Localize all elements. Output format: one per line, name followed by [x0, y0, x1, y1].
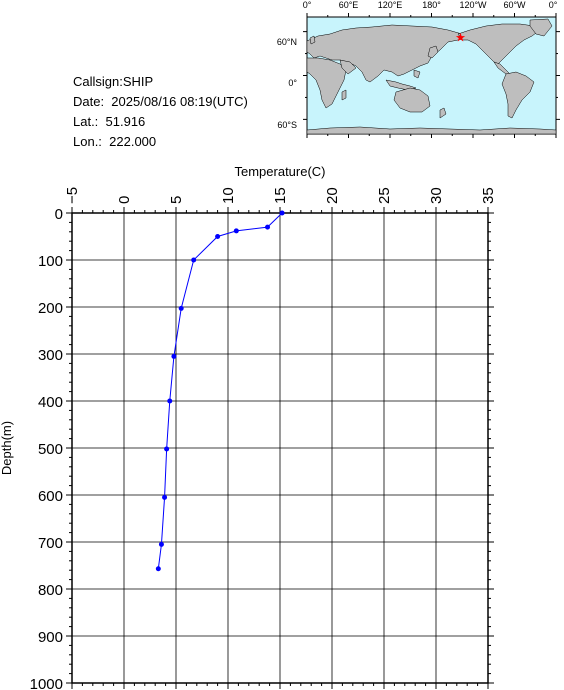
- landmass-arabia: [339, 59, 357, 75]
- map-land: [306, 18, 557, 135]
- x-tick-label: 0: [116, 196, 133, 204]
- data-point: [167, 398, 173, 404]
- world-map: 0° 60°E 120°E 180° 120°W 60°W 0° 60°N 0°…: [277, 0, 560, 138]
- data-point: [162, 494, 168, 500]
- x-tick-label: 35: [480, 187, 497, 204]
- landmass-greenland: [529, 18, 553, 37]
- landmass-japan: [427, 45, 439, 59]
- temperature-depth-chart: −5 0 5 10 15 20 25 30 35 01002003004005006007008…: [0, 164, 497, 690]
- map-tick-marks: [303, 13, 560, 138]
- landmass-north-america: [457, 23, 541, 65]
- data-point: [164, 446, 170, 452]
- y-tick-label: 300: [38, 347, 63, 364]
- x-axis-label: Temperature(C): [234, 164, 325, 179]
- x-tick-label: 15: [272, 187, 289, 204]
- y-tick-label: 700: [38, 535, 63, 552]
- data-point: [171, 353, 177, 359]
- map-lat-label: 0°: [288, 78, 297, 88]
- x-tick-label: 5: [168, 196, 185, 204]
- y-tick-label: 500: [38, 441, 63, 458]
- landmass-new-zealand: [439, 107, 447, 119]
- map-lon-label: 60°W: [503, 0, 526, 10]
- data-point: [215, 234, 221, 239]
- map-lon-label: 60°E: [339, 0, 359, 10]
- temperature-series: [155, 210, 285, 572]
- map-lon-label: 120°E: [378, 0, 403, 10]
- landmass-uk: [309, 35, 316, 45]
- landmass-indonesia: [385, 79, 417, 91]
- data-point: [233, 228, 239, 234]
- data-point: [279, 210, 285, 216]
- data-point: [191, 257, 197, 263]
- landmass-australia: [393, 87, 431, 113]
- x-tick-label: −5: [64, 187, 81, 204]
- star-icon: ★: [455, 31, 466, 45]
- data-point: [155, 566, 161, 572]
- y-tick-label: 800: [38, 582, 63, 599]
- data-point: [265, 224, 271, 230]
- y-axis-label: Depth(m): [0, 421, 14, 475]
- landmass-madagascar: [341, 89, 347, 101]
- y-tick-label: 100: [38, 253, 63, 270]
- x-tick-label: 20: [324, 187, 341, 204]
- latitude-text: Lat.: 51.916: [73, 114, 146, 129]
- map-latitude-labels: 60°N 0° 60°S: [277, 37, 298, 130]
- y-tick-label: 600: [38, 488, 63, 505]
- data-point: [178, 305, 184, 311]
- map-lat-label: 60°N: [277, 37, 297, 47]
- x-tick-labels: −5 0 5 10 15 20 25 30 35: [64, 187, 497, 204]
- y-tick-label: 400: [38, 394, 63, 411]
- series-line: [157, 212, 283, 569]
- y-tick-label: 0: [55, 206, 63, 223]
- y-tick-label: 900: [38, 629, 63, 646]
- data-point: [158, 541, 164, 547]
- landmass-africa: [306, 57, 347, 109]
- map-lat-label: 60°S: [277, 120, 297, 130]
- landmass-south-america: [501, 71, 535, 119]
- y-tick-label: 1000: [30, 676, 63, 690]
- map-lon-label: 0°: [303, 0, 312, 10]
- callsign-text: Callsign:SHIP: [73, 74, 154, 89]
- landmass-eurasia: [306, 24, 469, 83]
- x-tick-label: 25: [376, 187, 393, 204]
- map-longitude-labels: 0° 60°E 120°E 180° 120°W 60°W 0°: [303, 0, 558, 10]
- x-tick-label: 30: [428, 187, 445, 204]
- map-lon-label: 180°: [422, 0, 441, 10]
- landmass-philippines: [413, 69, 421, 79]
- y-tick-label: 200: [38, 300, 63, 317]
- map-lon-label: 0°: [549, 0, 558, 10]
- station-info: Callsign:SHIP Date: 2025/08/16 08:19(UTC…: [73, 72, 248, 152]
- x-tick-label: 10: [220, 187, 237, 204]
- map-lon-label: 120°W: [459, 0, 487, 10]
- date-text: Date: 2025/08/16 08:19(UTC): [73, 94, 248, 109]
- y-tick-labels: 0 100 200 300 400 500 600 700 800 900 1000: [30, 206, 63, 690]
- longitude-text: Lon.: 222.000: [73, 134, 157, 149]
